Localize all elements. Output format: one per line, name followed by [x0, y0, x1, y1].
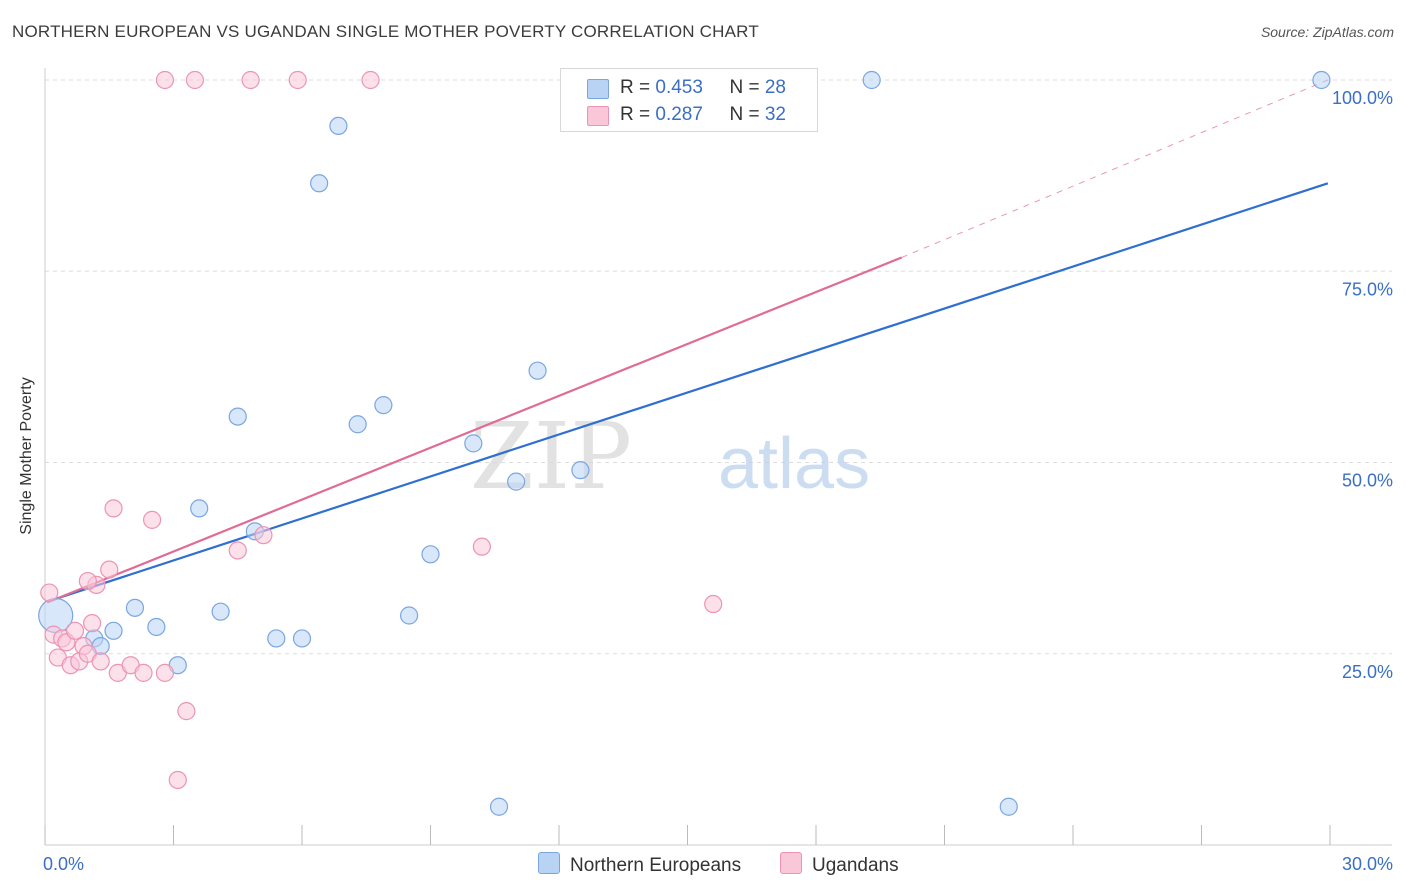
point-ugandan: [254, 526, 273, 545]
n-value: 28: [764, 77, 786, 98]
r-label: R =: [620, 104, 656, 125]
x-tick-label: 30.0%: [1342, 854, 1393, 874]
axes: [44, 68, 1392, 846]
point-ugandan: [288, 70, 307, 90]
series-name: Ugandans: [812, 855, 899, 876]
trend-lines: [46, 79, 1329, 604]
point-ugandan: [78, 571, 97, 591]
point-northern-european: [399, 606, 419, 625]
point-northern-european: [489, 797, 509, 816]
series-name: Northern Europeans: [570, 855, 742, 876]
point-ugandan: [91, 652, 110, 671]
point-ugandan: [155, 70, 175, 90]
point-ugandan: [228, 541, 247, 560]
r-value: 0.453: [655, 77, 703, 98]
series-legend-northern-europeans: Northern Europeans: [538, 852, 741, 877]
pink-swatch: [780, 852, 802, 874]
y-tick-label: 75.0%: [1342, 279, 1393, 299]
source-credit: Source: ZipAtlas.com: [1260, 24, 1394, 40]
point-northern-european: [862, 70, 881, 90]
point-northern-european: [571, 461, 590, 480]
point-northern-european: [211, 602, 230, 621]
point-northern-european: [348, 415, 367, 434]
point-ugandan: [104, 499, 123, 518]
point-ugandan: [83, 614, 102, 633]
point-northern-european: [310, 174, 329, 193]
data-points: [38, 70, 1331, 816]
point-northern-european: [528, 361, 547, 380]
point-northern-european: [1312, 70, 1331, 90]
n-label: N =: [729, 104, 765, 125]
point-ugandan: [185, 70, 205, 90]
tick-labels: 25.0% 50.0% 75.0% 100.0% 0.0% 30.0%: [43, 88, 1393, 874]
trend-line-northern-europeans: [46, 182, 1329, 603]
point-ugandan: [142, 510, 162, 529]
point-ugandan: [472, 537, 491, 556]
point-northern-european: [125, 598, 145, 617]
y-tick-label: 50.0%: [1342, 471, 1393, 491]
r-label: R =: [620, 77, 656, 98]
r-value: 0.287: [655, 104, 703, 125]
chart-title: NORTHERN EUROPEAN VS UGANDAN SINGLE MOTH…: [12, 22, 759, 41]
point-northern-european: [292, 629, 312, 648]
x-tick-label: 0.0%: [43, 854, 84, 874]
correlation-legend: R = 0.453 N = 28 R = 0.287 N = 32: [560, 68, 818, 132]
point-northern-european: [190, 499, 209, 518]
point-northern-european: [147, 617, 166, 637]
point-northern-european: [104, 621, 123, 640]
point-ugandan: [155, 663, 175, 682]
n-label: N =: [729, 77, 765, 98]
watermark: ZIP atlas: [470, 403, 870, 510]
point-ugandan: [241, 70, 260, 90]
point-northern-european: [329, 116, 348, 136]
point-northern-european: [421, 545, 440, 564]
point-ugandan: [100, 560, 119, 579]
point-ugandan: [177, 702, 196, 721]
y-axis-label: Single Mother Poverty: [18, 377, 35, 535]
point-northern-european: [464, 434, 483, 453]
point-northern-european: [267, 629, 286, 648]
blue-swatch: [538, 852, 560, 874]
point-ugandan: [65, 621, 85, 640]
y-tick-label: 25.0%: [1342, 662, 1393, 682]
pink-swatch: [587, 106, 609, 126]
grid-lines: [45, 79, 1392, 655]
point-ugandan: [40, 583, 59, 602]
n-value: 32: [764, 104, 786, 125]
point-ugandan: [134, 663, 153, 682]
point-northern-european: [507, 472, 526, 491]
point-ugandan: [361, 70, 380, 90]
blue-swatch: [587, 79, 609, 99]
point-ugandan: [704, 594, 723, 614]
y-tick-label: 100.0%: [1332, 88, 1393, 108]
trend-line-ugandans: [46, 256, 903, 604]
trend-extension-ugandans: [901, 79, 1329, 258]
point-northern-european: [999, 797, 1018, 816]
point-northern-european: [374, 396, 393, 415]
point-ugandan: [168, 770, 187, 790]
point-northern-european: [228, 407, 247, 426]
watermark-atlas: atlas: [718, 424, 870, 504]
series-legend-ugandans: Ugandans: [780, 852, 899, 877]
